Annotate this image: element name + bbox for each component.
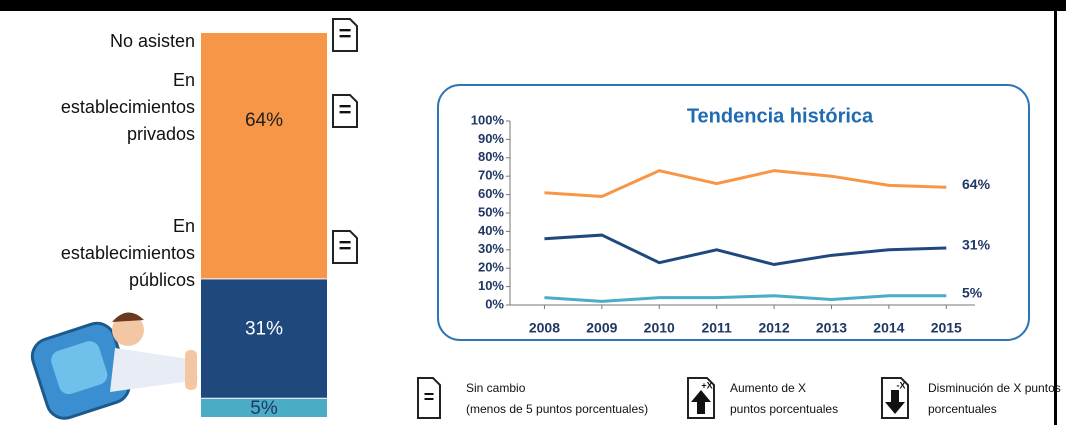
- change-mark: =: [339, 233, 352, 258]
- key-text: Sin cambio: [466, 381, 526, 395]
- y-tick-label: 100%: [471, 112, 505, 127]
- key-symbol: -X: [897, 380, 906, 390]
- y-tick-label: 40%: [478, 223, 504, 238]
- series-line: [544, 294, 947, 303]
- change-mark: =: [339, 21, 352, 46]
- series-line: [544, 169, 947, 198]
- trend-panel: [437, 84, 1030, 341]
- bar-segment: [201, 33, 327, 279]
- category-label: establecimientos: [61, 243, 195, 263]
- icon-frame: [417, 377, 441, 419]
- y-tick-label: 0%: [485, 296, 504, 311]
- key-arrow: [691, 390, 711, 414]
- key-text: Disminución de X puntos: [928, 381, 1061, 395]
- key-symbol: +X: [701, 380, 712, 390]
- category-label: públicos: [129, 270, 195, 290]
- key-text: Aumento de X: [730, 381, 806, 395]
- y-tick-label: 90%: [478, 131, 504, 146]
- top-border: [0, 0, 1066, 11]
- x-tick-label: 2011: [701, 320, 732, 336]
- value-label: 64%: [245, 110, 283, 131]
- end-label: 64%: [962, 176, 991, 192]
- series-line: [544, 233, 947, 267]
- x-tick-label: 2008: [529, 320, 560, 336]
- x-tick-label: 2015: [931, 320, 962, 336]
- key-text: puntos porcentuales: [730, 402, 838, 416]
- y-tick-label: 60%: [478, 186, 504, 201]
- end-label: 5%: [962, 285, 983, 301]
- category-label: establecimientos: [61, 97, 195, 117]
- x-tick-label: 2013: [816, 320, 847, 336]
- icon-frame: [332, 94, 358, 128]
- end-label: 31%: [962, 237, 991, 253]
- right-border: [1054, 0, 1057, 425]
- y-tick-label: 10%: [478, 278, 504, 293]
- category-label: No asisten: [110, 31, 195, 51]
- y-tick-label: 80%: [478, 149, 504, 164]
- y-tick-label: 50%: [478, 204, 504, 219]
- y-tick-label: 70%: [478, 168, 504, 183]
- category-label: En: [173, 216, 195, 236]
- x-tick-label: 2009: [586, 320, 617, 336]
- key-symbol: =: [424, 387, 435, 407]
- bar-segment: [201, 279, 327, 398]
- value-label: 31%: [245, 318, 283, 339]
- change-mark: =: [339, 97, 352, 122]
- category-label: privados: [127, 124, 195, 144]
- x-tick-label: 2014: [873, 320, 904, 336]
- chart-title: Tendencia histórica: [687, 105, 874, 127]
- x-tick-label: 2010: [644, 320, 675, 336]
- key-arrow: [885, 390, 905, 414]
- y-tick-label: 30%: [478, 241, 504, 256]
- icon-frame: [332, 230, 358, 264]
- key-text: porcentuales: [928, 402, 997, 416]
- bar-segment: [201, 398, 327, 417]
- value-label: 5%: [250, 398, 278, 419]
- x-tick-label: 2012: [758, 320, 789, 336]
- key-text: (menos de 5 puntos porcentuales): [466, 402, 648, 416]
- icon-frame: [332, 18, 358, 52]
- y-tick-label: 20%: [478, 260, 504, 275]
- child-illustration: [30, 312, 198, 420]
- category-label: En: [173, 70, 195, 90]
